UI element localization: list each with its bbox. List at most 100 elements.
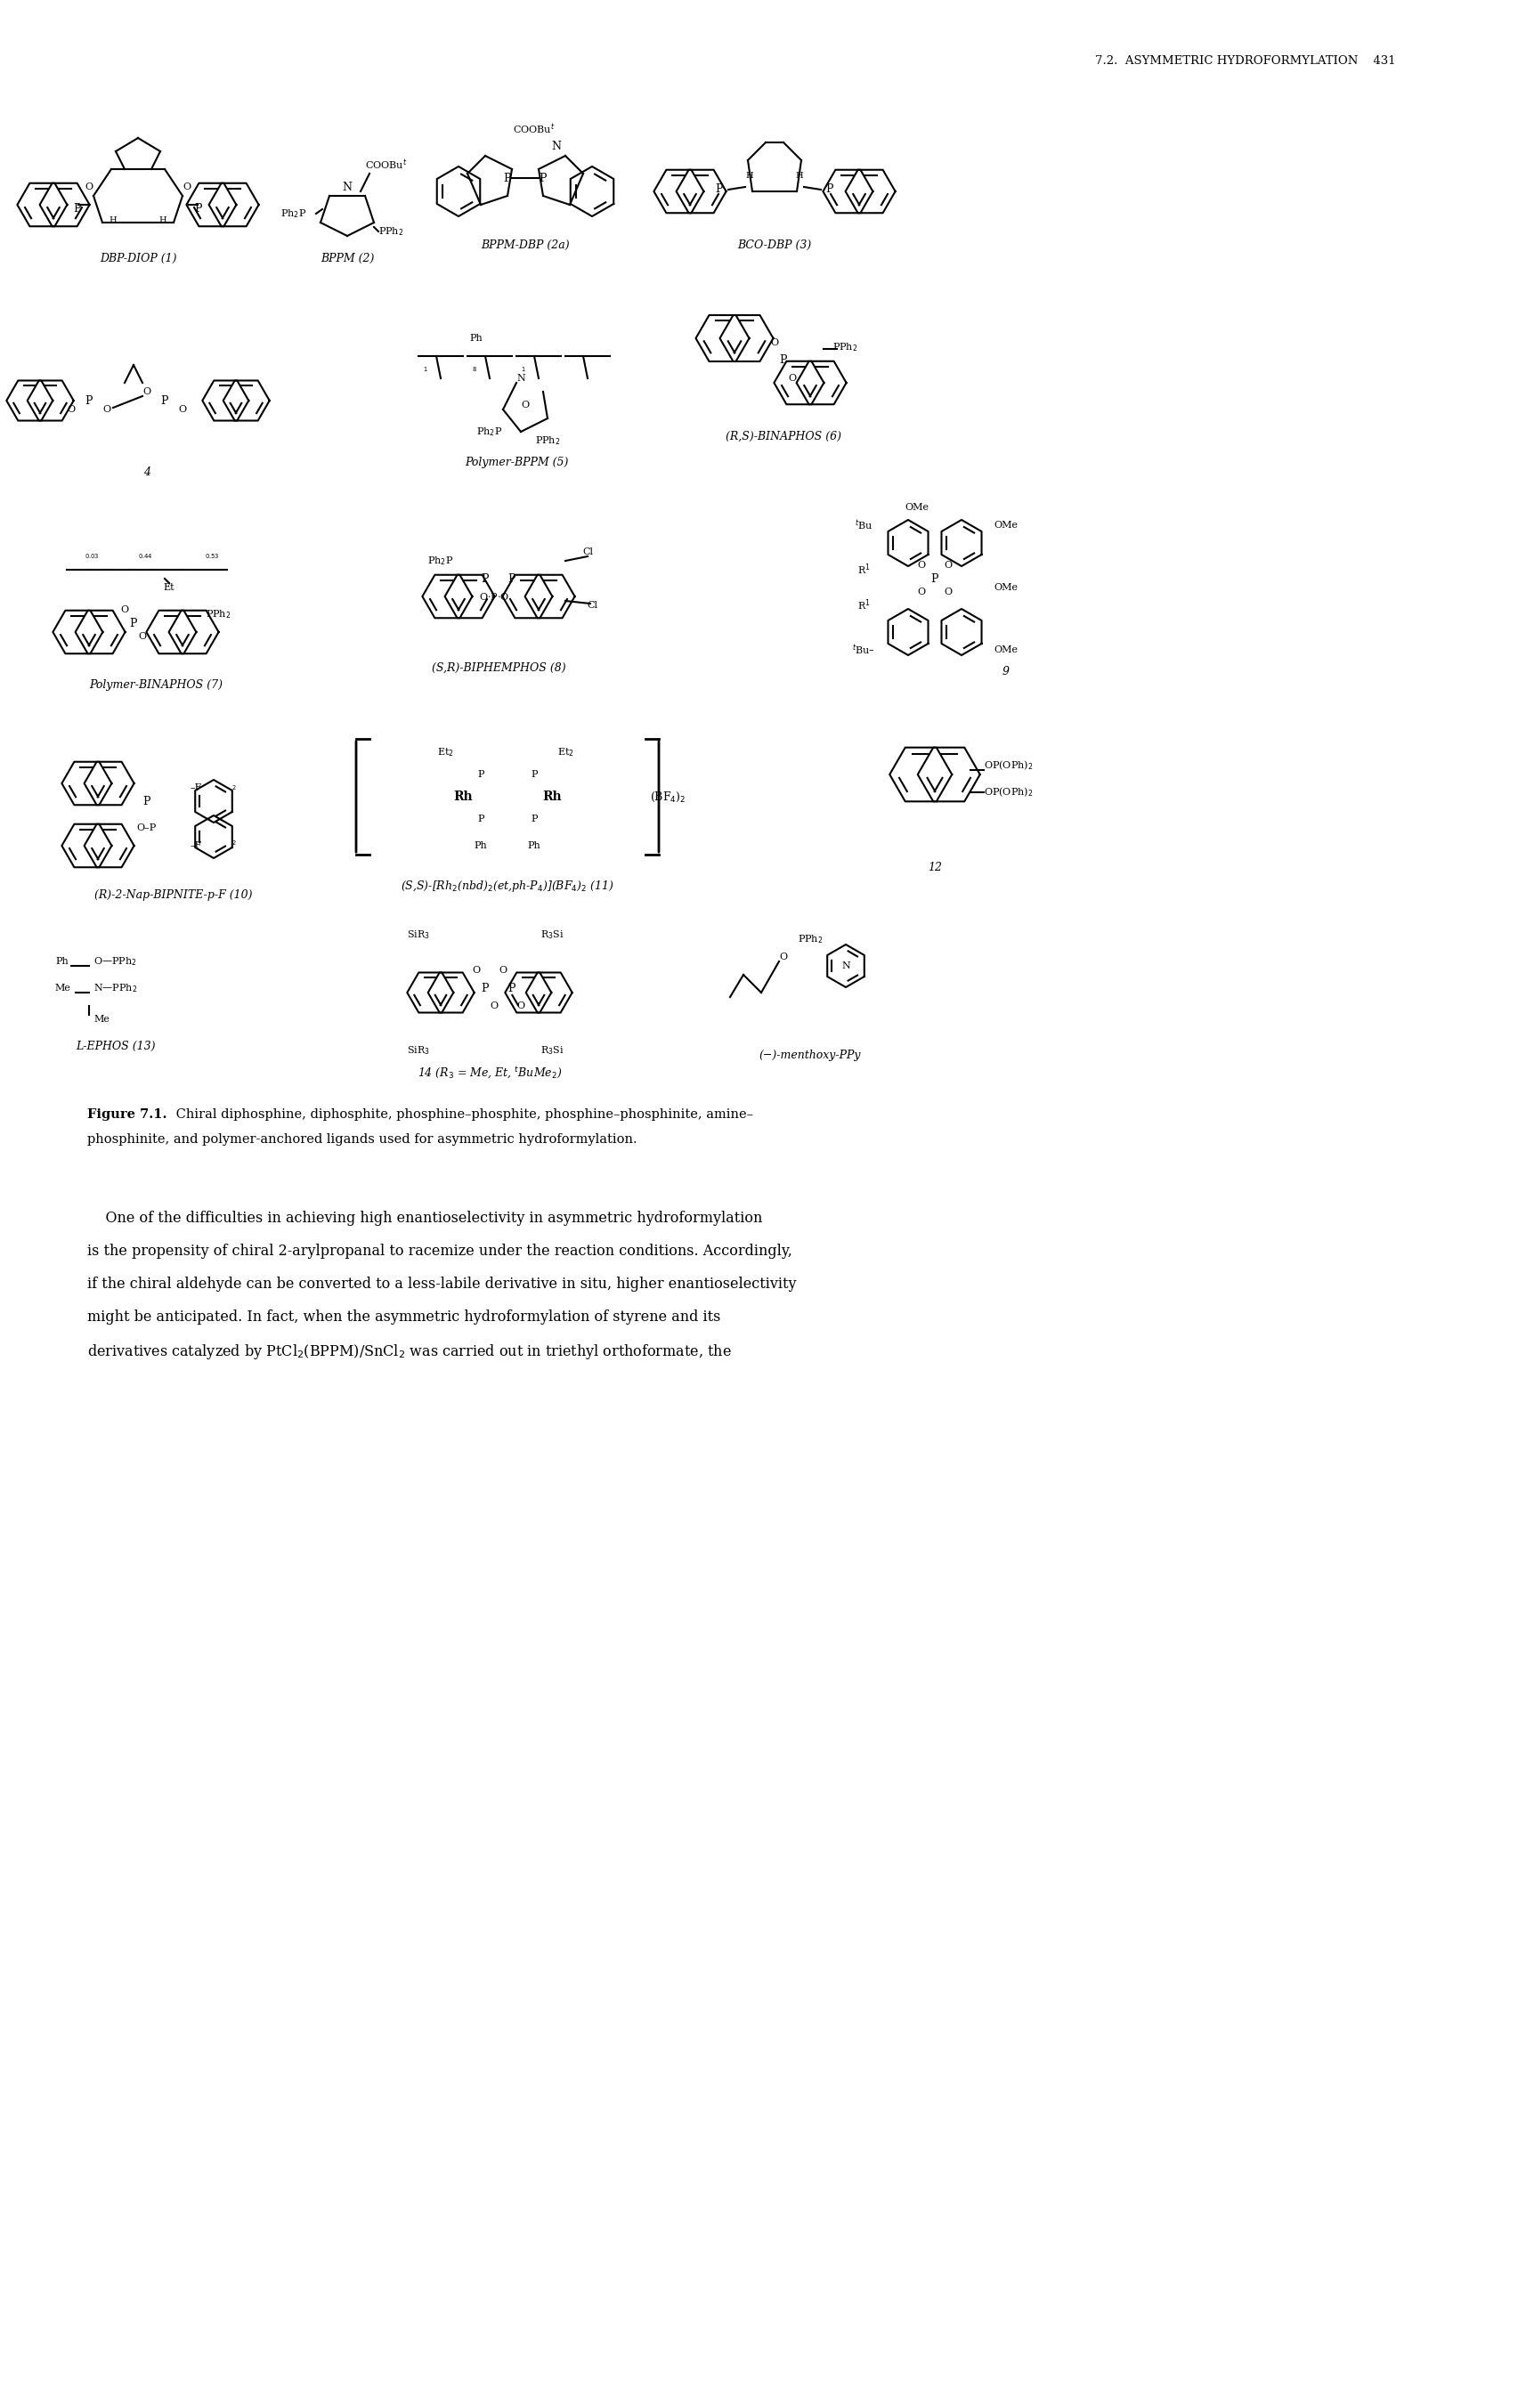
Text: O: O [789,373,797,383]
Text: H: H [110,217,118,224]
Text: –F: –F [189,783,201,792]
Text: PPh$_2$: PPh$_2$ [798,932,823,946]
Text: is the propensity of chiral 2-arylpropanal to racemize under the reaction condit: is the propensity of chiral 2-arylpropan… [87,1243,792,1259]
Text: BPPM-DBP (2a): BPPM-DBP (2a) [481,238,569,250]
Text: H: H [159,217,166,224]
Text: Ph: Ph [475,840,487,850]
Text: SiR$_3$: SiR$_3$ [407,1045,430,1057]
Text: O: O [945,588,952,597]
Text: (−)-menthoxy-PPy: (−)-menthoxy-PPy [760,1050,861,1060]
Text: H: H [795,171,803,178]
Text: Ph$_2$P: Ph$_2$P [427,554,453,566]
Text: N: N [516,373,525,383]
Text: P: P [195,202,203,214]
Text: Cl: Cl [583,547,594,556]
Text: N—PPh$_2$: N—PPh$_2$ [93,982,137,995]
Text: O: O [517,1002,525,1011]
Text: Me: Me [93,1014,110,1023]
Text: L-EPHOS (13): L-EPHOS (13) [76,1040,156,1052]
Text: P: P [508,573,516,585]
Text: P: P [531,814,537,824]
Text: $_2$: $_2$ [232,838,237,848]
Text: Ph$_2$P: Ph$_2$P [281,207,307,219]
Text: O: O [67,405,75,414]
Text: $_{{0.53}}$: $_{{0.53}}$ [204,551,220,561]
Text: SiR$_3$: SiR$_3$ [407,929,430,942]
Text: BPPM (2): BPPM (2) [320,253,374,265]
Text: OP(OPh)$_2$: OP(OPh)$_2$ [984,785,1033,799]
Text: R$_3$Si: R$_3$Si [540,929,565,942]
Text: P: P [481,573,488,585]
Text: R$^1$: R$^1$ [858,597,870,612]
Text: Polymer-BPPM (5): Polymer-BPPM (5) [464,458,568,470]
Text: 14 (R$_3$ = Me, Et, $^t$BuMe$_2$): 14 (R$_3$ = Me, Et, $^t$BuMe$_2$) [417,1064,562,1081]
Text: COOBu$^t$: COOBu$^t$ [513,123,555,135]
Text: P: P [931,573,938,585]
Text: O: O [945,561,952,571]
Text: $_2$: $_2$ [232,783,237,792]
Text: N: N [551,142,562,152]
Text: (R)-2-Nap-BIPNITE-p-F (10): (R)-2-Nap-BIPNITE-p-F (10) [95,889,253,901]
Text: P: P [130,616,137,628]
Text: OMe: OMe [905,503,929,513]
Text: O: O [917,561,926,571]
Text: 9: 9 [1003,667,1010,679]
Text: O: O [102,405,111,414]
Text: Rh: Rh [453,790,473,802]
Text: P: P [478,771,484,778]
Text: phosphinite, and polymer-anchored ligands used for asymmetric hydroformylation.: phosphinite, and polymer-anchored ligand… [87,1134,638,1146]
Text: P: P [780,354,787,366]
Text: 12: 12 [928,862,942,874]
Text: O: O [780,954,787,961]
Text: O—PPh$_2$: O—PPh$_2$ [93,956,137,968]
Text: Chiral diphosphine, diphosphite, phosphine–phosphite, phosphine–phosphinite, ami: Chiral diphosphine, diphosphite, phosphi… [172,1108,754,1120]
Text: OMe: OMe [993,520,1018,530]
Text: R$_3$Si: R$_3$Si [540,1045,565,1057]
Text: P: P [481,982,488,995]
Text: PPh$_2$: PPh$_2$ [536,433,560,448]
Text: One of the difficulties in achieving high enantioselectivity in asymmetric hydro: One of the difficulties in achieving hig… [87,1211,763,1226]
Text: (BF$_4$)$_2$: (BF$_4$)$_2$ [650,790,685,804]
Text: Et$_2$: Et$_2$ [557,746,574,759]
Text: P: P [478,814,484,824]
Text: Et: Et [163,583,175,592]
Text: DBP-DIOP (1): DBP-DIOP (1) [99,253,177,265]
Text: P: P [539,173,546,183]
Text: OMe: OMe [993,583,1018,592]
Text: P: P [826,183,833,195]
Text: $_{{0.03}}$: $_{{0.03}}$ [84,551,99,561]
Text: O: O [143,388,151,397]
Text: P: P [508,982,516,995]
Text: Ph$_2$P: Ph$_2$P [476,426,502,438]
Text: Ph: Ph [470,335,482,342]
Text: $_{{0.44}}$: $_{{0.44}}$ [137,551,153,561]
Text: P: P [85,395,93,407]
Text: –F: –F [189,840,201,850]
Text: R$^1$: R$^1$ [858,563,870,578]
Text: PPh$_2$: PPh$_2$ [833,342,858,354]
Text: P: P [504,173,511,183]
Text: P: P [143,795,151,807]
Text: PPh$_2$: PPh$_2$ [206,609,230,621]
Text: O: O [499,966,507,975]
Text: might be anticipated. In fact, when the asymmetric hydroformylation of styrene a: might be anticipated. In fact, when the … [87,1310,720,1324]
Text: O: O [917,588,926,597]
Text: O: O [179,405,186,414]
Text: Me: Me [55,985,70,992]
Text: (S,R)-BIPHEMPHOS (8): (S,R)-BIPHEMPHOS (8) [432,662,566,674]
Text: $_1$: $_1$ [520,366,526,373]
Text: $_8$: $_8$ [472,366,478,373]
Text: BCO-DBP (3): BCO-DBP (3) [737,238,812,250]
Text: N: N [342,181,353,193]
Text: $^t$Bu: $^t$Bu [855,518,873,532]
Text: OP(OPh)$_2$: OP(OPh)$_2$ [984,759,1033,773]
Text: N: N [841,961,850,970]
Text: H: H [746,171,754,178]
Text: O: O [771,337,778,347]
Text: (S,S)-[Rh$_2$(nbd)$_2$(et,ph-P$_4$)](BF$_4$)$_2$ (11): (S,S)-[Rh$_2$(nbd)$_2$(et,ph-P$_4$)](BF$… [401,879,615,893]
Text: P: P [716,183,723,195]
Text: derivatives catalyzed by PtCl$_2$(BPPM)/SnCl$_2$ was carried out in triethyl ort: derivatives catalyzed by PtCl$_2$(BPPM)/… [87,1341,731,1361]
Text: O: O [490,1002,497,1011]
Text: O: O [472,966,481,975]
Text: Ph: Ph [56,956,69,966]
